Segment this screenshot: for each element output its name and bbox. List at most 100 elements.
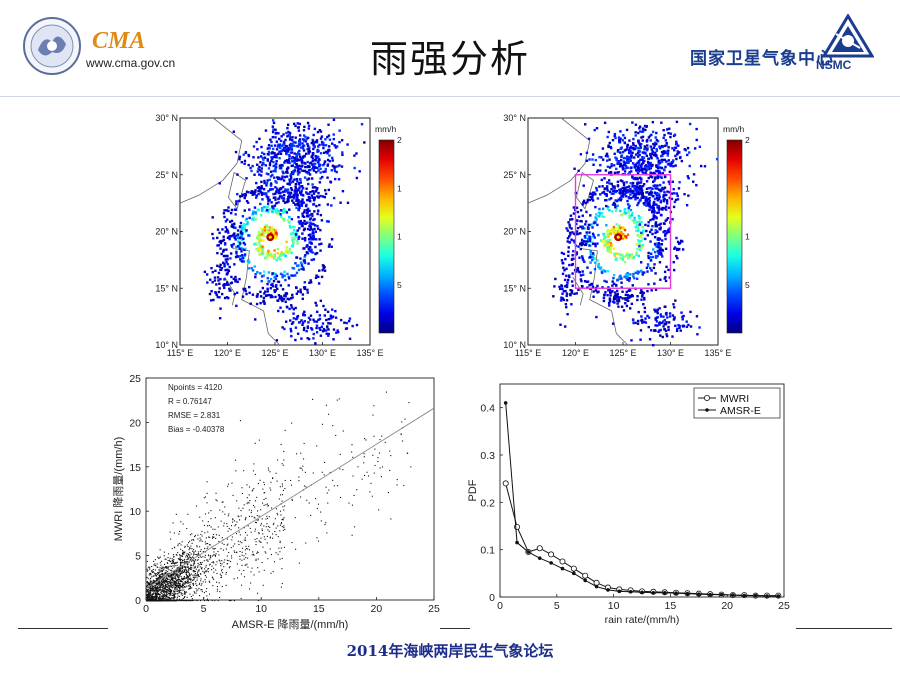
rain-pixel: [569, 233, 572, 236]
scatter-point: [199, 582, 201, 584]
rain-pixel: [653, 197, 657, 201]
rain-pixel: [654, 169, 658, 173]
rain-pixel: [568, 226, 572, 229]
rain-pixel: [223, 263, 226, 266]
rain-pixel: [256, 170, 259, 173]
rain-pixel: [307, 127, 310, 130]
rain-pixel: [657, 211, 661, 214]
rain-pixel: [655, 147, 658, 151]
scatter-point: [279, 494, 282, 496]
rain-pixel: [308, 209, 311, 213]
rain-pixel: [575, 206, 579, 209]
scatter-point: [175, 562, 177, 564]
rain-pixel: [615, 189, 619, 193]
rain-pixel: [648, 163, 651, 167]
scatter-point: [257, 551, 259, 554]
scatter-point: [263, 484, 265, 486]
scatter-point: [180, 575, 182, 578]
rain-pixel: [677, 324, 680, 327]
scatter-point: [239, 534, 241, 536]
rain-pixel: [311, 230, 315, 234]
rain-pixel: [561, 287, 564, 291]
rain-pixel: [639, 220, 642, 224]
rain-pixel: [286, 123, 290, 127]
rain-pixel: [280, 195, 283, 198]
rain-pixel: [646, 138, 649, 142]
rain-pixel: [220, 292, 224, 296]
rain-pixel: [289, 329, 293, 333]
rain-pixel: [227, 209, 230, 213]
scatter-point: [175, 575, 177, 577]
rain-pixel: [695, 127, 698, 131]
rain-pixel: [294, 234, 297, 238]
rain-pixel: [676, 198, 680, 201]
rain-pixel: [673, 246, 677, 249]
scatter-point: [153, 564, 155, 566]
rain-pixel: [285, 152, 288, 156]
rain-pixel: [321, 143, 324, 146]
scatter-point: [216, 590, 218, 592]
rain-pixel: [251, 164, 254, 168]
rain-pixel: [715, 157, 719, 161]
rain-pixel: [585, 231, 588, 234]
rain-pixel: [288, 249, 291, 253]
rain-pixel: [656, 230, 659, 233]
scatter-point: [216, 585, 218, 588]
rain-pixel: [213, 279, 217, 282]
rain-pixel: [323, 160, 327, 163]
scatter-point: [294, 517, 296, 519]
rain-pixel: [223, 282, 226, 286]
rain-pixel: [292, 140, 295, 144]
rain-pixel: [225, 248, 228, 251]
rain-pixel: [300, 161, 304, 164]
rain-pixel: [246, 221, 249, 224]
rain-pixel: [273, 154, 277, 157]
rain-pixel: [284, 250, 287, 254]
rain-pixel: [225, 272, 229, 276]
rain-pixel: [311, 212, 314, 216]
rain-pixel: [324, 144, 328, 147]
scatter-point: [170, 586, 172, 588]
rain-pixel: [316, 310, 319, 314]
scatter-point: [162, 587, 164, 589]
rain-pixel: [676, 153, 679, 156]
rain-pixel: [243, 254, 246, 258]
rain-pixel: [303, 161, 306, 165]
y-tick-label: 15° N: [503, 283, 526, 293]
scatter-point: [166, 598, 168, 600]
rain-pixel: [303, 255, 306, 259]
rain-pixel: [334, 316, 338, 319]
scatter-point: [173, 598, 175, 600]
scatter-point: [153, 586, 155, 588]
scatter-point: [276, 512, 278, 514]
rain-pixel: [653, 308, 656, 311]
rain-pixel: [332, 338, 335, 341]
cma-url: www.cma.gov.cn: [86, 56, 176, 70]
rain-pixel: [257, 208, 261, 212]
rain-pixel: [678, 181, 681, 184]
scatter-point: [257, 482, 259, 485]
scatter-point: [163, 551, 165, 553]
rain-pixel: [319, 167, 322, 171]
rain-pixel: [217, 290, 221, 294]
rain-pixel: [248, 234, 251, 237]
rain-pixel: [295, 271, 299, 275]
rain-pixel: [289, 181, 293, 184]
rain-pixel: [353, 154, 356, 157]
rain-pixel: [303, 125, 306, 129]
rain-pixel: [266, 225, 270, 229]
rain-pixel: [678, 326, 681, 330]
rain-pixel: [225, 261, 228, 264]
scatter-point: [166, 580, 168, 582]
rain-pixel: [308, 173, 312, 176]
scatter-point: [270, 489, 272, 491]
rain-pixel: [302, 149, 306, 152]
scatter-point: [155, 595, 157, 598]
rain-pixel: [638, 240, 641, 243]
rain-pixel: [610, 163, 613, 166]
rain-pixel: [612, 300, 615, 304]
scatter-point: [152, 571, 154, 574]
rain-pixel: [676, 256, 679, 260]
rain-pixel: [317, 195, 321, 199]
rain-pixel: [655, 149, 659, 152]
